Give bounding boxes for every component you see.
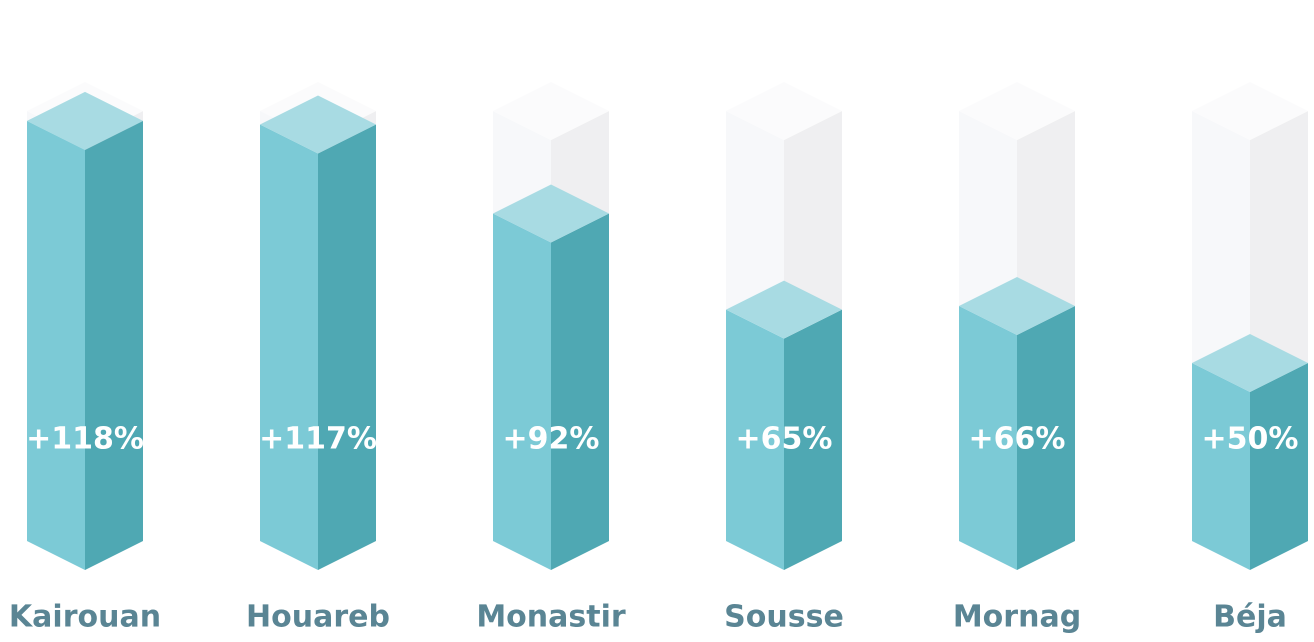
top-face	[959, 82, 1075, 140]
x-tick-label: Houareb	[246, 600, 390, 635]
right-face	[784, 309, 842, 570]
bar	[27, 91, 143, 571]
value-label: +66%	[969, 422, 1066, 457]
bar	[1192, 334, 1308, 570]
value-label: +117%	[259, 422, 377, 457]
left-face	[260, 124, 318, 570]
value-label: +65%	[736, 422, 833, 457]
value-label: +118%	[26, 422, 144, 457]
top-face	[260, 95, 376, 154]
left-face	[1192, 363, 1250, 570]
right-face	[85, 120, 143, 571]
top-face	[493, 184, 609, 243]
value-label: +92%	[503, 422, 600, 457]
bar	[260, 95, 376, 570]
left-face	[493, 213, 551, 571]
left-face	[726, 309, 784, 570]
top-face	[726, 280, 842, 339]
x-tick-label: Monastir	[476, 600, 626, 635]
bar	[493, 184, 609, 571]
x-tick-label: Sousse	[724, 600, 844, 635]
x-tick-label: Mornag	[953, 600, 1081, 635]
top-face	[27, 91, 143, 150]
bar	[959, 277, 1075, 570]
top-face	[959, 277, 1075, 336]
top-face	[1192, 334, 1308, 392]
right-face	[551, 213, 609, 571]
x-tick-label: Kairouan	[9, 600, 161, 635]
left-face	[27, 120, 85, 571]
x-tick-label: Béja	[1213, 600, 1287, 635]
value-label: +50%	[1202, 422, 1299, 457]
bar	[726, 280, 842, 570]
top-face	[493, 82, 609, 140]
right-face	[318, 124, 376, 570]
right-face	[1017, 306, 1075, 570]
top-face	[1192, 82, 1308, 140]
left-face	[959, 306, 1017, 570]
right-face	[1250, 363, 1308, 570]
top-face	[726, 82, 842, 140]
